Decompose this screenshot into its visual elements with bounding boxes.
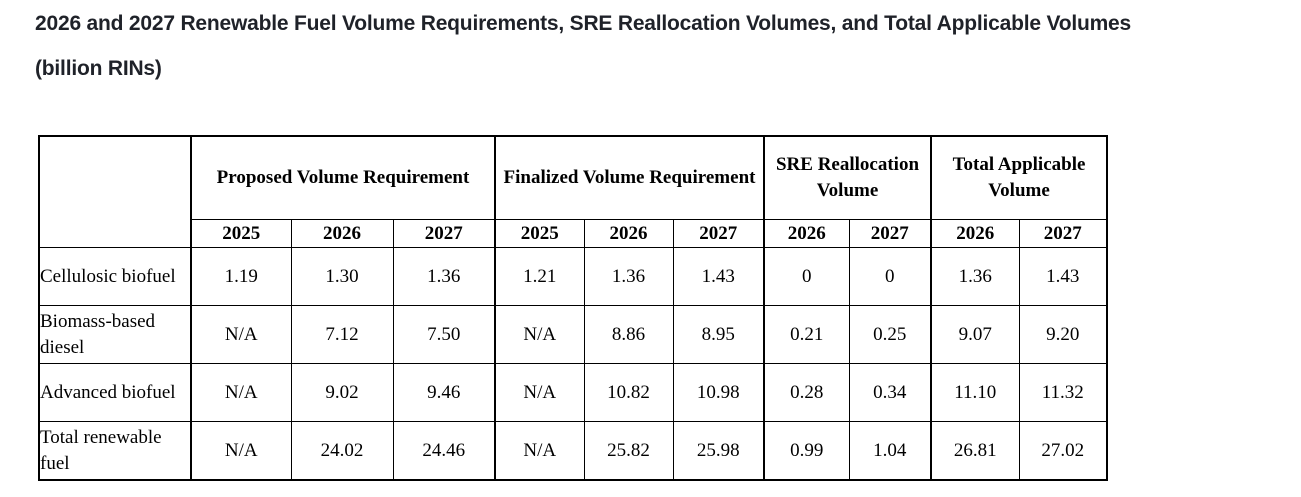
data-cell: 0.28 [763,363,850,422]
data-cell: N/A [190,363,292,422]
page-title-line2: (billion RINs) [35,57,162,80]
data-cell: N/A [494,363,585,422]
data-cell: 8.86 [583,305,674,364]
data-cell: N/A [190,421,292,481]
data-cell: 7.50 [392,305,496,364]
data-cell: 0.99 [763,421,850,481]
data-cell: 10.82 [583,363,674,422]
group-header-sre: SRE Reallocation Volume [763,135,932,220]
group-header-proposed: Proposed Volume Requirement [190,135,496,220]
data-cell: 7.12 [290,305,394,364]
corner-cell [38,135,192,248]
data-cell: 0 [848,247,932,306]
data-cell: 1.36 [583,247,674,306]
data-cell: N/A [494,421,585,481]
data-cell: 24.46 [392,421,496,481]
page-title: 2026 and 2027 Renewable Fuel Volume Requ… [35,10,1280,83]
data-cell: 10.98 [672,363,765,422]
row-label: Advanced biofuel [38,363,192,422]
year-header: 2027 [672,219,765,248]
year-header: 2027 [392,219,496,248]
data-cell: 1.36 [930,247,1020,306]
data-cell: 9.07 [930,305,1020,364]
table-row-total-renewable-fuel: Total renewable fuel N/A 24.02 24.46 N/A… [38,421,1108,481]
year-header: 2026 [763,219,850,248]
year-header: 2027 [848,219,932,248]
data-cell: N/A [494,305,585,364]
row-label: Cellulosic biofuel [38,247,192,306]
data-cell: 8.95 [672,305,765,364]
data-cell: 1.43 [672,247,765,306]
data-cell: 27.02 [1018,421,1108,481]
data-cell: 26.81 [930,421,1020,481]
row-label: Total renewable fuel [38,421,192,481]
table-row-advanced-biofuel: Advanced biofuel N/A 9.02 9.46 N/A 10.82… [38,363,1108,422]
volumes-table: Proposed Volume Requirement Finalized Vo… [38,135,1108,481]
data-cell: 1.43 [1018,247,1108,306]
data-cell: 9.46 [392,363,496,422]
data-cell: 1.36 [392,247,496,306]
year-header: 2027 [1018,219,1108,248]
group-header-finalized: Finalized Volume Requirement [494,135,765,220]
data-cell: 24.02 [290,421,394,481]
data-cell: 11.10 [930,363,1020,422]
data-cell: 9.20 [1018,305,1108,364]
data-cell: 1.21 [494,247,585,306]
table-row-cellulosic-biofuel: Cellulosic biofuel 1.19 1.30 1.36 1.21 1… [38,247,1108,306]
group-header-row: Proposed Volume Requirement Finalized Vo… [38,135,1108,248]
row-label: Biomass-based diesel [38,305,192,364]
year-header: 2026 [930,219,1020,248]
data-cell: 25.82 [583,421,674,481]
data-cell: N/A [190,305,292,364]
data-cell: 1.30 [290,247,394,306]
page-title-line1: 2026 and 2027 Renewable Fuel Volume Requ… [35,12,1132,35]
data-cell: 0 [763,247,850,306]
table-row-biomass-based-diesel: Biomass-based diesel N/A 7.12 7.50 N/A 8… [38,305,1108,364]
data-cell: 1.19 [190,247,292,306]
data-cell: 11.32 [1018,363,1108,422]
year-header: 2025 [190,219,292,248]
year-header: 2026 [290,219,394,248]
year-header: 2026 [583,219,674,248]
group-header-total: Total Applicable Volume [930,135,1108,220]
year-header-row: 2025 2026 2027 2025 2026 2027 2026 2027 … [39,219,1108,248]
data-cell: 0.25 [848,305,932,364]
data-cell: 9.02 [290,363,394,422]
data-cell: 0.21 [763,305,850,364]
year-header: 2025 [494,219,585,248]
data-cell: 25.98 [672,421,765,481]
data-cell: 0.34 [848,363,932,422]
data-cell: 1.04 [848,421,932,481]
